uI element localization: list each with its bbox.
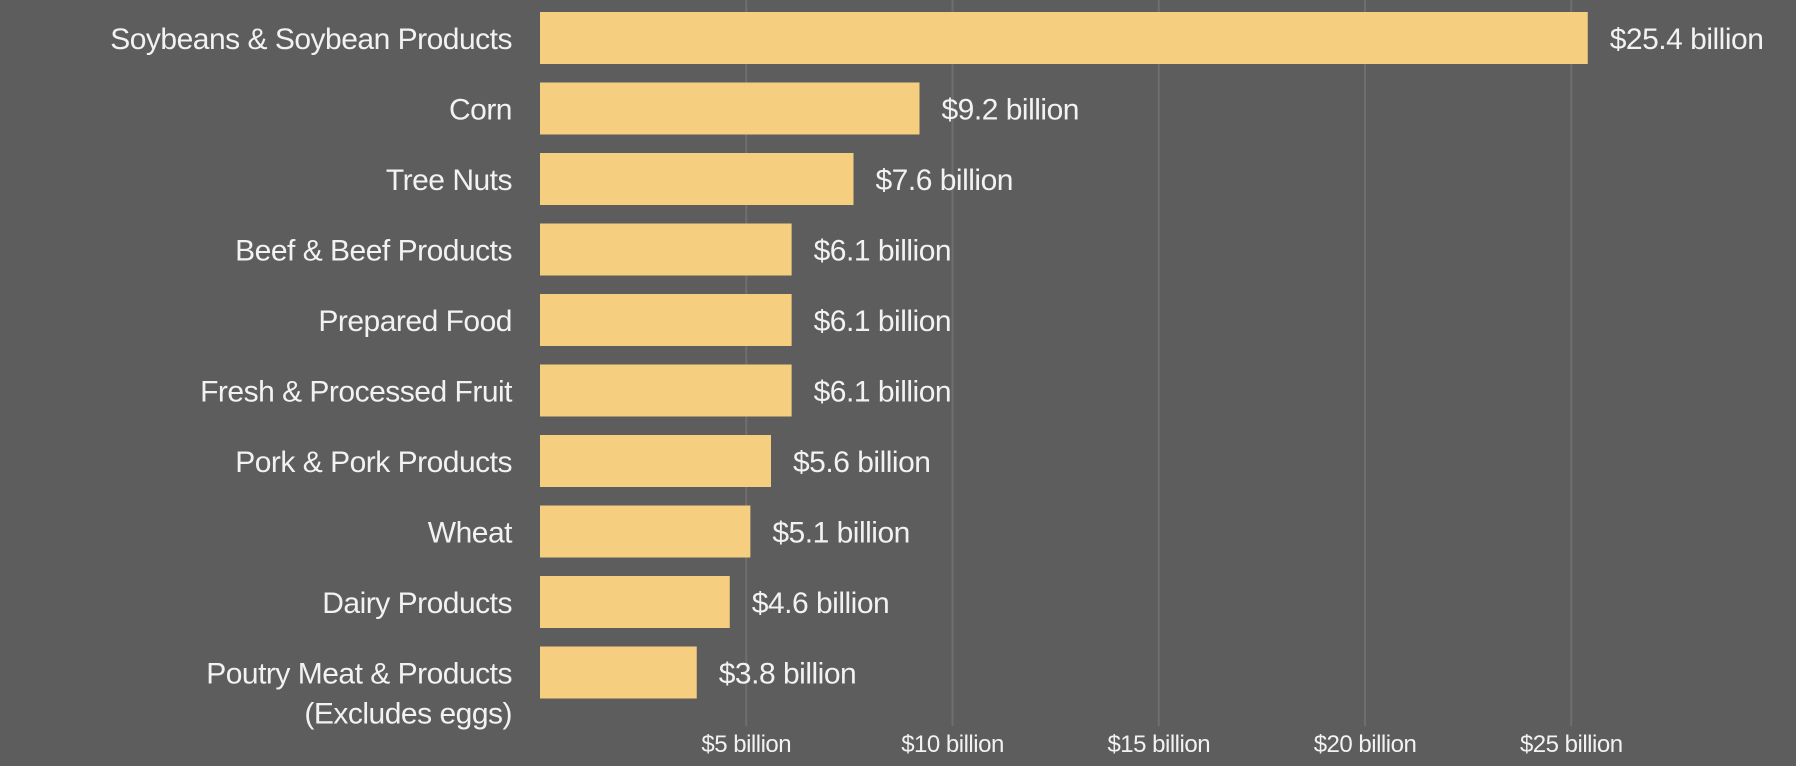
category-label: Fresh & Processed Fruit <box>200 376 513 409</box>
category-label: Dairy Products <box>322 587 512 620</box>
bar <box>540 364 792 417</box>
value-label: $25.4 billion <box>1610 23 1764 56</box>
category-label: Soybeans & Soybean Products <box>110 23 512 56</box>
bar <box>540 82 920 135</box>
value-label: $9.2 billion <box>942 94 1079 127</box>
x-tick-label: $25 billion <box>1520 731 1623 758</box>
value-label: $4.6 billion <box>752 587 889 620</box>
bar <box>540 12 1588 64</box>
category-label: Beef & Beef Products <box>235 235 512 268</box>
x-tick-label: $20 billion <box>1314 731 1417 758</box>
value-label: $7.6 billion <box>876 164 1013 197</box>
category-label: Prepared Food <box>318 305 512 338</box>
x-axis-tick-labels: $5 billion $10 billion $15 billion $20 bill… <box>701 731 1623 758</box>
bar <box>540 153 854 205</box>
bar <box>540 435 771 487</box>
category-label: Tree Nuts <box>386 164 512 197</box>
bar <box>540 576 730 628</box>
value-label: $3.8 billion <box>719 658 856 691</box>
x-tick-label: $10 billion <box>901 731 1004 758</box>
category-label: (Excludes eggs) <box>304 698 512 731</box>
value-label: $6.1 billion <box>814 376 951 409</box>
value-label: $5.1 billion <box>772 517 909 550</box>
category-label: Pork & Pork Products <box>235 446 512 479</box>
x-tick-label: $15 billion <box>1107 731 1210 758</box>
bar <box>540 646 697 699</box>
value-label: $5.6 billion <box>793 446 930 479</box>
category-label: Poutry Meat & Products <box>206 658 512 691</box>
value-labels: $25.4 billion $9.2 billion $7.6 billion $6.… <box>719 23 1764 691</box>
value-label: $6.1 billion <box>814 305 951 338</box>
category-labels: Soybeans & Soybean Products Corn Tree Nuts… <box>110 23 513 731</box>
bars <box>540 12 1588 699</box>
bar <box>540 294 792 346</box>
category-label: Corn <box>449 94 512 127</box>
value-label: $6.1 billion <box>814 235 951 268</box>
bar <box>540 505 751 558</box>
category-label: Wheat <box>428 517 513 550</box>
bar <box>540 223 792 276</box>
x-tick-label: $5 billion <box>701 731 791 758</box>
